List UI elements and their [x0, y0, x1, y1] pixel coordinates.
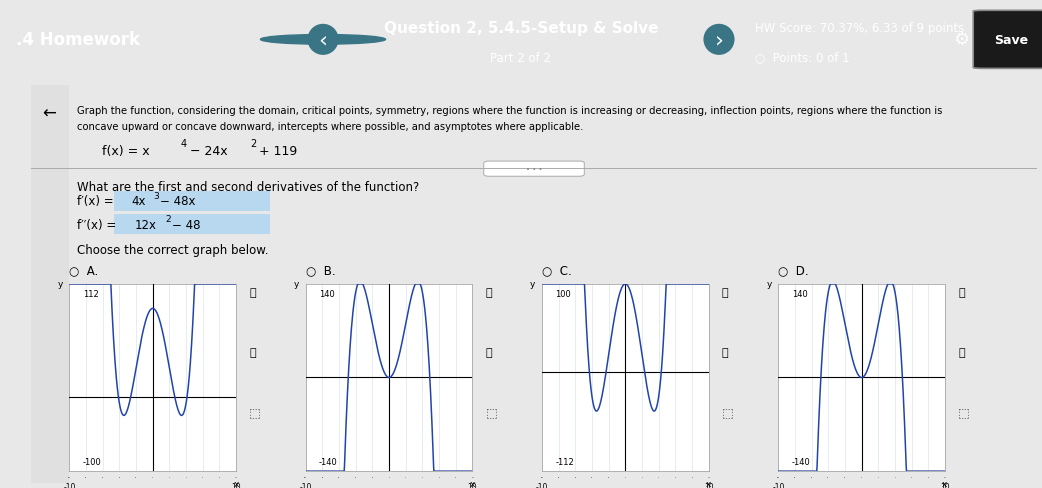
Text: 10: 10 [940, 483, 949, 488]
Text: 10: 10 [468, 483, 477, 488]
Text: ←: ← [43, 104, 56, 122]
Text: HW Score: 70.37%, 6.33 of 9 points: HW Score: 70.37%, 6.33 of 9 points [755, 21, 965, 35]
Text: ○  A.: ○ A. [70, 264, 99, 277]
Text: Save: Save [994, 34, 1027, 47]
Text: .4 Homework: .4 Homework [16, 31, 140, 49]
Text: Graph the function, considering the domain, critical points, symmetry, regions w: Graph the function, considering the doma… [76, 106, 942, 116]
Text: What are the first and second derivatives of the function?: What are the first and second derivative… [76, 181, 419, 193]
Text: y: y [57, 280, 63, 289]
Text: ⬚: ⬚ [959, 405, 970, 418]
Text: 112: 112 [82, 290, 99, 299]
Text: ⚙: ⚙ [953, 31, 970, 49]
Text: -10: -10 [64, 483, 76, 488]
Text: − 24x: − 24x [190, 144, 228, 158]
Text: -100: -100 [82, 457, 101, 466]
Text: ›: › [715, 30, 723, 50]
Text: 🔍: 🔍 [486, 347, 492, 357]
Bar [31, 85, 70, 483]
Circle shape [260, 36, 386, 45]
Text: 10: 10 [231, 483, 241, 488]
Text: 4x: 4x [131, 195, 146, 208]
Text: f′(x) =: f′(x) = [76, 195, 114, 208]
Text: 🔍: 🔍 [722, 287, 728, 297]
Text: − 48: − 48 [172, 218, 200, 231]
Text: 🔍: 🔍 [249, 347, 256, 357]
Text: f(x) = x: f(x) = x [102, 144, 149, 158]
Text: 3: 3 [153, 191, 158, 201]
Text: -10: -10 [536, 483, 548, 488]
Text: y: y [766, 280, 772, 289]
Text: 4: 4 [180, 139, 187, 149]
Text: 140: 140 [792, 290, 808, 299]
Text: ⬚: ⬚ [486, 405, 497, 418]
FancyBboxPatch shape [114, 214, 270, 235]
Text: • • •: • • • [526, 166, 542, 172]
Text: -112: -112 [555, 457, 574, 466]
Text: Choose the correct graph below.: Choose the correct graph below. [76, 244, 268, 257]
Text: -140: -140 [792, 457, 811, 466]
Text: -10: -10 [300, 483, 312, 488]
Text: ‹: ‹ [319, 30, 327, 50]
Text: 100: 100 [555, 290, 571, 299]
FancyBboxPatch shape [973, 11, 1042, 69]
Text: 🔍: 🔍 [959, 287, 965, 297]
Text: 🔍: 🔍 [722, 347, 728, 357]
Text: ○  C.: ○ C. [542, 264, 572, 277]
Text: 🔍: 🔍 [959, 347, 965, 357]
Text: f′′(x) =: f′′(x) = [76, 218, 116, 231]
Text: ○  D.: ○ D. [778, 264, 809, 277]
FancyBboxPatch shape [114, 191, 270, 212]
Text: 12x: 12x [134, 218, 157, 231]
Text: ⬚: ⬚ [722, 405, 734, 418]
Text: 🔍: 🔍 [486, 287, 492, 297]
Text: y: y [530, 280, 536, 289]
Text: 🔍: 🔍 [249, 287, 256, 297]
Text: 140: 140 [319, 290, 334, 299]
Text: ⬚: ⬚ [249, 405, 262, 418]
Text: 2: 2 [250, 139, 256, 149]
Text: y: y [294, 280, 299, 289]
Text: ○  Points: 0 of 1: ○ Points: 0 of 1 [755, 52, 850, 64]
Text: -10: -10 [772, 483, 785, 488]
Text: x: x [942, 479, 947, 488]
Text: -140: -140 [319, 457, 338, 466]
Text: concave upward or concave downward, intercepts where possible, and asymptotes wh: concave upward or concave downward, inte… [76, 122, 582, 132]
Text: − 48x: − 48x [160, 195, 196, 208]
Text: + 119: + 119 [258, 144, 297, 158]
Text: x: x [705, 479, 712, 488]
Text: x: x [233, 479, 239, 488]
FancyBboxPatch shape [483, 162, 585, 177]
Text: Part 2 of 2: Part 2 of 2 [491, 52, 551, 64]
Text: 10: 10 [703, 483, 714, 488]
Text: 2: 2 [165, 215, 171, 224]
Text: Question 2, 5.4.5-Setup & Solve: Question 2, 5.4.5-Setup & Solve [383, 20, 659, 36]
Text: ○  B.: ○ B. [305, 264, 336, 277]
Text: x: x [470, 479, 475, 488]
